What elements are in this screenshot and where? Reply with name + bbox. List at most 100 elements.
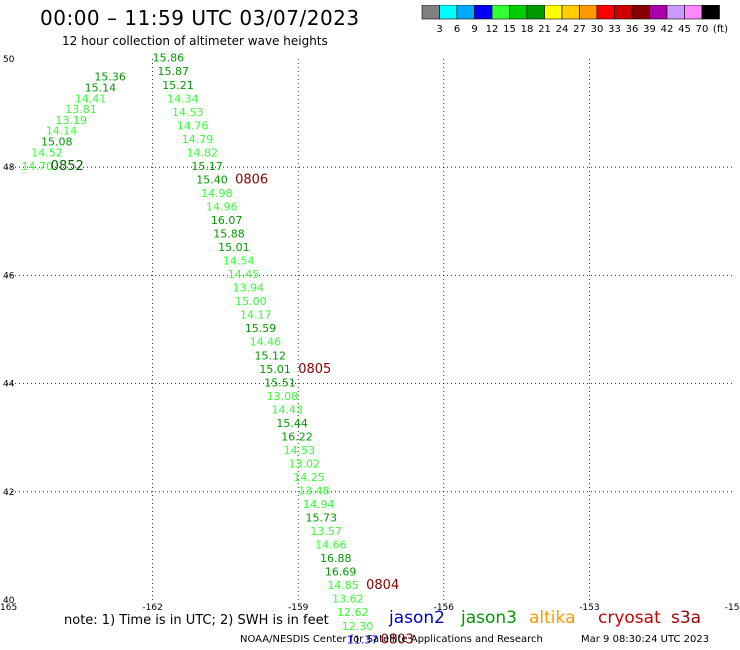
time-labels: 0852 0806 0805 0804 0803 [51, 159, 414, 647]
swh-value-label: 14.54 [223, 255, 255, 268]
swh-value-label: 14.96 [206, 200, 238, 213]
colorbar-tick-label: 18 [521, 24, 534, 35]
x-tick-label: -162 [142, 603, 162, 613]
swh-value-label: 16.88 [320, 552, 352, 565]
colorbar-tick-label: 3 [436, 24, 442, 35]
swh-value-label: 14.34 [167, 92, 199, 105]
swh-value-label: 14.53 [284, 444, 316, 457]
swh-value-label: 15.87 [157, 65, 189, 78]
swh-value-label: 15.44 [276, 417, 308, 430]
swh-value-label: 13.81 [65, 103, 97, 116]
mission-legend-altika: altika [529, 608, 576, 628]
swh-value-label: 14.94 [303, 498, 335, 511]
swh-value-label: 15.86 [153, 52, 185, 65]
swh-value-label: 14.76 [177, 119, 209, 132]
swh-value-label: 15.00 [235, 295, 267, 308]
footer-note: note: 1) Time is in UTC; 2) SWH is in fe… [64, 613, 329, 628]
swh-value-label: 12.30 [342, 620, 374, 633]
swh-value-label: 14.17 [240, 309, 272, 322]
y-tick-label: 42 [3, 488, 14, 498]
colorbar-tick-label: 15 [503, 24, 516, 35]
swh-value-label: 13.02 [288, 457, 320, 470]
swh-value-label: 15.59 [245, 322, 277, 335]
swh-value-label: 13.94 [233, 282, 265, 295]
issued-timestamp: Mar 9 08:30:24 UTC 2023 [581, 634, 710, 645]
x-tick-label: -153 [579, 603, 599, 613]
swh-value-label: 15.12 [255, 349, 287, 362]
colorbar-tick-label: 27 [573, 24, 586, 35]
swh-value-label: 13.62 [332, 593, 364, 606]
colorbar-tick-label: 30 [591, 24, 604, 35]
swh-value-label: 14.82 [187, 146, 219, 159]
x-tick-label: -159 [288, 603, 309, 613]
colorbar-tick-label: 24 [556, 24, 569, 35]
swh-value-label: 13.19 [56, 114, 88, 127]
page-subtitle: 12 hour collection of altimeter wave hei… [62, 34, 328, 48]
swh-value-label: 12.62 [337, 606, 369, 619]
swh-value-label: 14.41 [75, 92, 107, 105]
colorbar-tick-label: 39 [643, 24, 656, 35]
swh-value-label: 14.70 [22, 160, 53, 173]
colorbar-tick-label: 36 [626, 24, 639, 35]
swh-value-label: 15.01 [259, 363, 291, 376]
mission-legend-cryosat: cryosat [598, 608, 661, 628]
swh-value-label: 14.66 [315, 539, 347, 552]
axis-ticks: -165 -162 -159 -156 -153 -150 40 42 44 46 48 50 [0, 55, 740, 613]
colorbar-tick-label: 21 [538, 24, 551, 35]
x-tick-label: -156 [434, 603, 455, 613]
colorbar-legend: 3 6 9 12 15 18 21 24 27 30 33 36 39 42 45 70 (ft) [421, 5, 728, 35]
swh-value-label: 15.08 [41, 136, 72, 149]
swh-value-label: 14.53 [172, 106, 204, 119]
pass-time-label: 0803 [381, 632, 414, 647]
swh-value-label: 15.51 [264, 376, 296, 389]
swh-value-label: 16.69 [325, 566, 357, 579]
colorbar-unit-label: (ft) [713, 24, 728, 35]
colorbar-tick-label: 70 [696, 24, 709, 35]
swh-value-label: 15.36 [94, 71, 126, 84]
y-tick-label: 40 [3, 596, 15, 606]
swh-value-label: 13.08 [267, 390, 299, 403]
grid-lines [7, 59, 735, 600]
credit-line: NOAA/NESDIS Center for Satellite Applica… [240, 634, 543, 645]
mission-legend-s3a: s3a [671, 608, 702, 628]
colorbar-tick-label: 6 [454, 24, 460, 35]
mission-legend-jason3: jason3 [461, 608, 517, 628]
y-tick-label: 44 [3, 380, 15, 390]
colorbar-tick-label: 12 [486, 24, 499, 35]
x-tick-label: -165 [0, 603, 17, 613]
pass-time-label: 0806 [235, 172, 268, 187]
swh-value-label: 15.73 [305, 512, 337, 525]
swh-value-label: 14.85 [327, 579, 359, 592]
swh-value-label: 16.22 [281, 430, 313, 443]
swh-value-label: 13.57 [310, 525, 342, 538]
swh-value-label: 14.98 [201, 187, 233, 200]
x-tick-label: -150 [725, 603, 740, 613]
swh-value-label: 15.14 [85, 81, 117, 94]
swh-value-label: 13.48 [298, 485, 330, 498]
y-tick-label: 48 [3, 163, 15, 173]
swh-value-label: 15.01 [218, 241, 250, 254]
swh-value-label: 16.07 [211, 214, 243, 227]
colorbar-tick-label: 33 [608, 24, 621, 35]
swh-points: 15.3615.1414.4113.8113.1914.1415.0814.52… [22, 52, 379, 647]
pass-time-label: 0805 [298, 362, 331, 377]
swh-value-label: 14.45 [228, 268, 260, 281]
swh-value-label: 14.52 [31, 146, 63, 159]
pass-time-label: 0804 [366, 578, 399, 593]
swh-value-label: 14.79 [182, 133, 214, 146]
swh-value-label: 14.43 [272, 403, 304, 416]
swh-value-label: 14.25 [293, 471, 325, 484]
swh-value-label: 15.40 [196, 173, 228, 186]
y-tick-label: 46 [3, 271, 15, 281]
pass-time-label: 0852 [51, 159, 84, 174]
swh-value-label: 15.88 [213, 228, 245, 241]
swh-value-label: 15.21 [162, 79, 194, 92]
y-tick-label: 50 [3, 55, 15, 65]
swh-value-label: 14.46 [250, 336, 282, 349]
swh-value-label: 14.14 [46, 125, 78, 138]
mission-legend-jason2: jason2 [389, 608, 445, 628]
colorbar-tick-label: 9 [471, 24, 477, 35]
colorbar-swatch [701, 5, 720, 20]
colorbar-tick-label: 45 [678, 24, 691, 35]
